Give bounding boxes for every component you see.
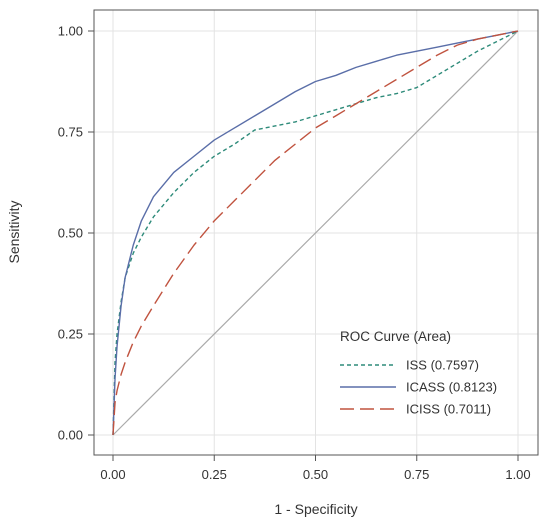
- y-tick-label: 0.00: [58, 428, 83, 443]
- x-tick-label: 0.25: [202, 467, 227, 482]
- x-axis: 0.00 0.25 0.50 0.75 1.00: [100, 455, 531, 482]
- legend-label-iciss: ICISS (0.7011): [406, 402, 491, 417]
- reference-diagonal-line: [112, 30, 519, 436]
- series-layer: [112, 30, 519, 436]
- y-axis: 0.00 0.25 0.50 0.75 1.00: [58, 24, 94, 443]
- legend-title: ROC Curve (Area): [340, 329, 451, 344]
- y-tick-label: 0.25: [58, 327, 83, 342]
- x-tick-label: 0.50: [303, 467, 328, 482]
- y-axis-title: Sensitivity: [6, 200, 22, 263]
- x-tick-label: 1.00: [505, 467, 530, 482]
- legend: ROC Curve (Area) ISS (0.7597) ICASS (0.81…: [340, 329, 497, 417]
- legend-label-icass: ICASS (0.8123): [406, 380, 497, 395]
- x-axis-title: 1 - Specificity: [274, 501, 357, 517]
- series-line-icass: [112, 30, 519, 436]
- y-tick-label: 1.00: [58, 24, 83, 39]
- legend-label-iss: ISS (0.7597): [406, 358, 479, 373]
- series-line-iciss: [112, 30, 519, 436]
- x-tick-label: 0.75: [404, 467, 429, 482]
- x-tick-label: 0.00: [100, 467, 125, 482]
- y-tick-label: 0.75: [58, 125, 83, 140]
- y-tick-label: 0.50: [58, 226, 83, 241]
